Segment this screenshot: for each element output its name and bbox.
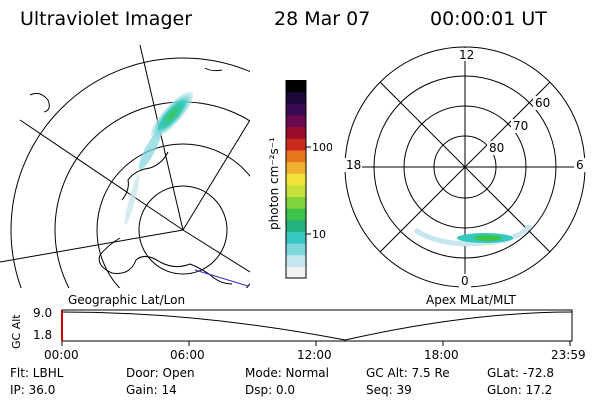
label-bg — [487, 141, 505, 155]
lon-line — [182, 229, 250, 273]
x-tick-label: 23:59 — [551, 348, 586, 362]
ip-info: IP: 36.0 — [10, 383, 56, 397]
mlt-label-12: 12 — [459, 48, 474, 62]
lat-circle — [10, 57, 250, 288]
track-line — [194, 269, 249, 287]
colorbar-swatch — [286, 173, 306, 186]
colorbar-swatch — [286, 91, 306, 104]
mlt-label-6: 6 — [576, 158, 584, 172]
dsp-info: Dsp: 0.0 — [245, 383, 296, 397]
colorbar-swatch — [286, 184, 306, 198]
glat-info: GLat: -72.8 — [487, 366, 554, 380]
colorbar-swatch — [286, 254, 306, 267]
colorbar-swatch — [286, 80, 306, 93]
seq-info: Seq: 39 — [366, 383, 412, 397]
altitude-ylabel: GC Alt — [10, 314, 23, 349]
colorbar-swatch — [286, 208, 306, 221]
colorbar-swatch — [286, 266, 306, 279]
label-bg — [574, 158, 586, 172]
altitude-plot: GC Alt 9.0 1.8 00:00 06:00 12:00 18:00 2… — [10, 306, 586, 362]
lon-line — [182, 119, 250, 231]
mlat-label-70: 70 — [513, 119, 528, 133]
colorbar-swatch — [286, 103, 306, 116]
date-label: 28 Mar 07 — [274, 8, 371, 30]
colorbar-swatch — [286, 149, 306, 163]
mlt-label-0: 0 — [461, 274, 469, 288]
geographic-map — [0, 44, 250, 288]
right-map-caption: Apex MLat/MLT — [426, 293, 516, 307]
coastline — [121, 151, 169, 201]
colorbar-swatch — [286, 219, 306, 233]
coastline — [98, 237, 233, 285]
mlat-label-80: 80 — [489, 141, 504, 155]
gc-alt-info: GC Alt: 7.5 Re — [366, 366, 450, 380]
aurora-emission — [138, 130, 162, 170]
colorbar-swatch — [286, 231, 306, 244]
altitude-curve — [61, 311, 573, 341]
label-bg — [459, 274, 471, 288]
label-bg — [457, 48, 473, 61]
colorbar-swatch — [286, 161, 306, 174]
altitude-ytick: 1.8 — [33, 328, 52, 342]
glon-info: GLon: 17.2 — [487, 383, 553, 397]
x-tick-label: 12:00 — [297, 348, 332, 362]
altitude-ytick: 9.0 — [33, 306, 52, 320]
instrument-title: Ultraviolet Imager — [20, 8, 193, 30]
left-map-caption: Geographic Lat/Lon — [68, 293, 186, 307]
label-bg — [533, 96, 551, 110]
filter-info: Flt: LBHL — [10, 366, 64, 380]
colorbar-unit-label: photon cm⁻²s⁻¹ — [267, 137, 281, 230]
colorbar-swatch — [286, 138, 306, 151]
colorbar-tick-label: 10 — [312, 228, 326, 241]
gain-info: Gain: 14 — [126, 383, 177, 397]
lon-line — [139, 44, 184, 231]
mlt-line — [379, 81, 551, 253]
mode-info: Mode: Normal — [245, 366, 329, 380]
colorbar: 100 10 photon cm⁻²s⁻¹ — [267, 80, 332, 279]
colorbar-tick-label: 100 — [312, 141, 332, 154]
aurora-emission — [124, 174, 140, 226]
aurora-emission — [474, 235, 502, 241]
lat-circle — [96, 143, 250, 288]
altitude-frame — [61, 309, 573, 342]
label-bg — [344, 158, 362, 172]
label-bg — [511, 119, 529, 133]
colorbar-swatch — [286, 196, 306, 209]
lat-circle — [138, 185, 228, 275]
lon-line — [0, 229, 184, 263]
x-tick-label: 00:00 — [44, 348, 79, 362]
mlt-label-18: 18 — [346, 158, 361, 172]
colorbar-swatches — [286, 80, 306, 279]
colorbar-swatch — [286, 114, 306, 128]
x-tick-label: 06:00 — [170, 348, 205, 362]
colorbar-swatch — [286, 243, 306, 256]
coastline — [204, 67, 223, 72]
lon-line — [19, 119, 184, 231]
door-info: Door: Open — [126, 366, 195, 380]
aurora-emission — [150, 91, 194, 139]
colorbar-frame — [285, 80, 307, 279]
x-tick-label: 18:00 — [424, 348, 459, 362]
polar-mlt-plot: 12 18 6 0 60 70 80 — [344, 46, 586, 288]
time-label: 00:00:01 UT — [430, 8, 547, 30]
colorbar-swatch — [286, 126, 306, 139]
coastline — [29, 92, 50, 113]
mlat-label-60: 60 — [535, 96, 550, 110]
